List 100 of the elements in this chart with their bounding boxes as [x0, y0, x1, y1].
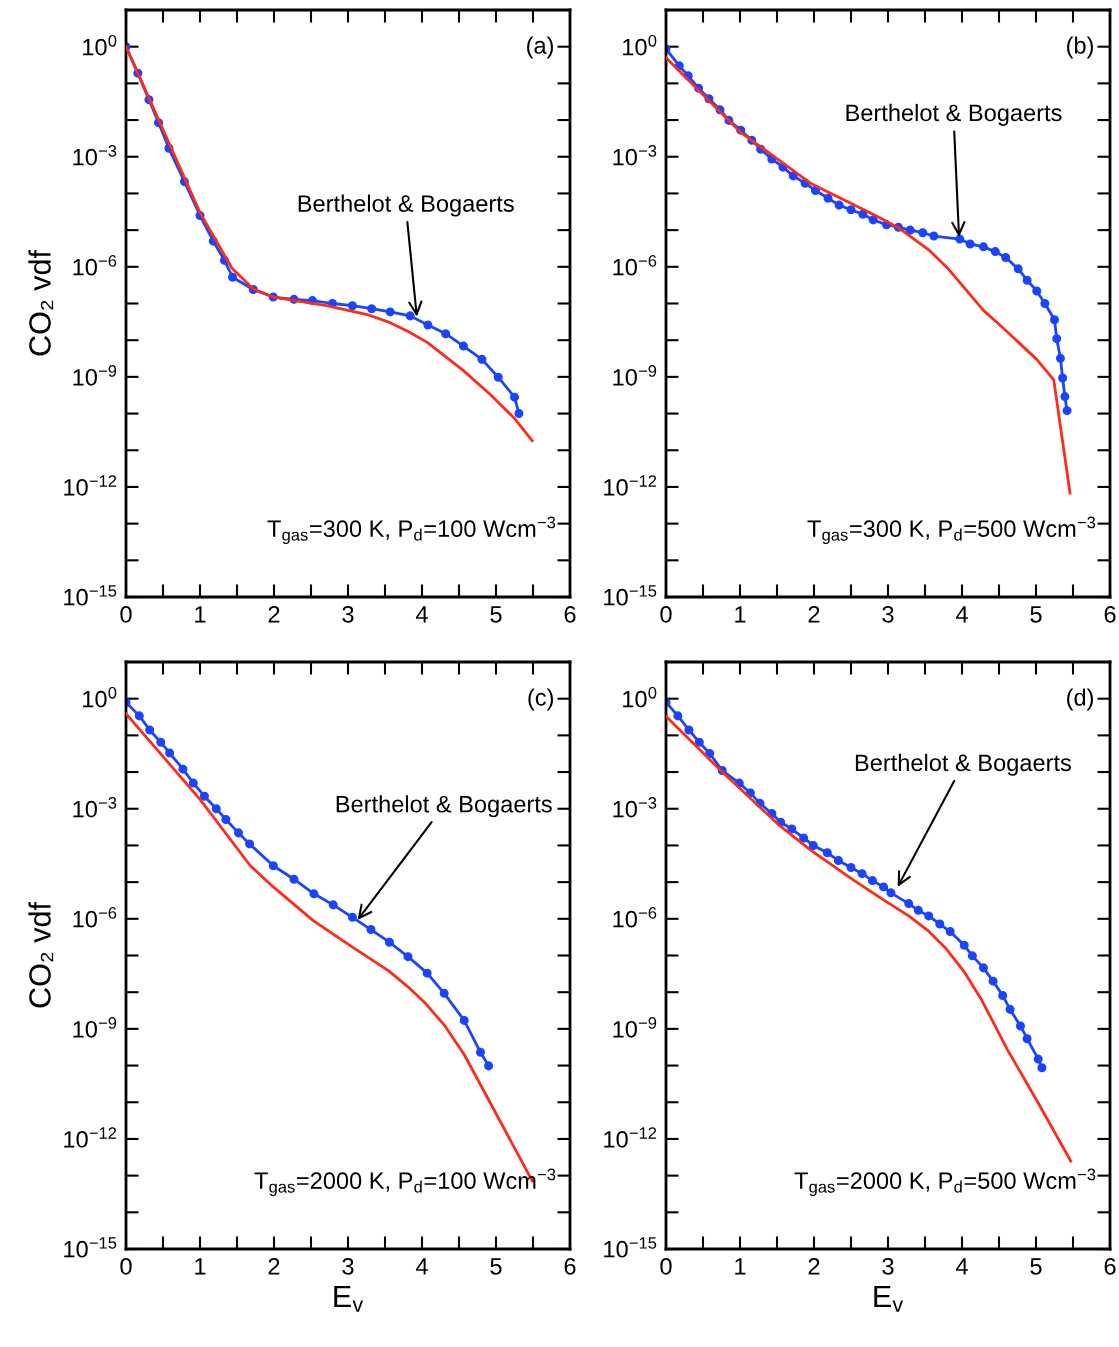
- point: [945, 927, 955, 937]
- point: [439, 988, 449, 998]
- point: [484, 1061, 494, 1071]
- point: [422, 968, 432, 978]
- x-tick-label: 0: [120, 1257, 132, 1275]
- point: [857, 869, 867, 879]
- y-tick-label: 10$^{0}$: [83, 34, 117, 56]
- point: [846, 863, 856, 873]
- x-tick-label: 5: [490, 606, 502, 623]
- point: [918, 228, 928, 238]
- y-tick-label: 10$^{−12}$: [604, 475, 657, 496]
- point: [1060, 392, 1070, 402]
- point: [385, 307, 395, 317]
- point: [1013, 264, 1023, 274]
- point: [694, 737, 704, 747]
- y-tick-label: 10$^{−9}$: [73, 1017, 117, 1038]
- point: [823, 193, 833, 203]
- y-tick-label: 10$^{−3}$: [613, 145, 657, 166]
- y-tick-label: 10$^{−9}$: [73, 365, 117, 386]
- y-tick-label: 10$^{−6}$: [73, 255, 117, 276]
- x-tick-label: 1: [735, 1258, 746, 1275]
- point: [1022, 1034, 1032, 1044]
- y-axis-title: CO₂ vdf: [28, 249, 54, 356]
- point: [1033, 1054, 1043, 1064]
- y-tick-label: 10$^{0}$: [83, 686, 117, 708]
- x-tick-label: 1: [735, 606, 746, 623]
- x-tick-label: 3: [882, 605, 894, 623]
- point: [309, 889, 319, 899]
- annotation: Berthelot & Bogaerts: [298, 194, 514, 217]
- x-tick-label: 4: [955, 606, 968, 623]
- y-tick-label: 10$^{−6}$: [73, 907, 117, 928]
- point: [221, 814, 231, 824]
- y-tick-label: 10$^{−15}$: [604, 585, 657, 606]
- point: [347, 912, 357, 922]
- point: [905, 225, 915, 235]
- point: [134, 711, 144, 721]
- point: [347, 301, 357, 311]
- point: [787, 824, 797, 834]
- point: [145, 725, 155, 735]
- point: [458, 341, 468, 351]
- point: [268, 861, 278, 871]
- point: [846, 205, 856, 215]
- annotation: (a): [527, 36, 553, 59]
- point: [808, 840, 818, 850]
- x-tick-label: 6: [1104, 605, 1116, 623]
- point: [967, 951, 977, 961]
- point: [833, 855, 843, 865]
- point: [289, 874, 299, 884]
- point: [965, 239, 975, 249]
- point: [403, 952, 413, 962]
- point: [477, 354, 487, 364]
- x-tick-label: 4: [955, 1258, 968, 1275]
- x-tick-label: 6: [1104, 1257, 1116, 1275]
- x-tick-label: 5: [1030, 1258, 1042, 1275]
- y-tick-label: 10$^{−6}$: [613, 907, 657, 928]
- point: [514, 409, 524, 419]
- x-tick-label: 6: [564, 1257, 576, 1275]
- point: [441, 329, 451, 339]
- x-axis-title: E$_{v}$: [874, 1285, 904, 1312]
- x-tick-label: 0: [660, 605, 672, 623]
- point: [509, 392, 520, 402]
- point: [165, 748, 175, 758]
- point: [799, 833, 809, 843]
- y-tick-label: 10$^{−6}$: [613, 255, 657, 276]
- y-tick-label: 10$^{0}$: [623, 686, 657, 708]
- point: [822, 848, 832, 858]
- x-tick-label: 0: [120, 605, 132, 623]
- point: [1005, 1004, 1015, 1014]
- annotation: (c): [528, 688, 553, 711]
- y-axis-title: CO₂ vdf: [28, 901, 54, 1008]
- y-tick-label: 10$^{−12}$: [64, 475, 117, 496]
- point: [1052, 334, 1062, 344]
- x-tick-label: 0: [660, 1257, 672, 1275]
- y-tick-label: 10$^{−12}$: [604, 1127, 657, 1148]
- point: [978, 963, 988, 973]
- point: [384, 937, 394, 947]
- x-tick-label: 4: [415, 1258, 428, 1275]
- point: [1032, 286, 1042, 296]
- y-tick-label: 10$^{−3}$: [73, 145, 117, 166]
- point: [245, 839, 255, 849]
- point: [475, 1047, 485, 1057]
- annotation: T$_{gas}$=2000 K, P$_{d}$=100 Wcm$^{−3}$: [254, 1168, 556, 1196]
- x-tick-label: 2: [808, 1257, 820, 1275]
- point: [493, 372, 503, 382]
- x-tick-label: 6: [564, 605, 576, 623]
- point: [188, 778, 198, 788]
- x-tick-label: 3: [342, 1257, 354, 1275]
- x-tick-label: 3: [342, 605, 354, 623]
- point: [1022, 275, 1032, 285]
- point: [858, 209, 868, 219]
- x-tick-label: 4: [415, 606, 428, 623]
- y-tick-label: 10$^{0}$: [623, 34, 657, 56]
- point: [367, 304, 377, 314]
- y-tick-label: 10$^{−15}$: [64, 1237, 117, 1258]
- y-tick-label: 10$^{−15}$: [604, 1237, 657, 1258]
- point: [988, 976, 998, 986]
- annotation: Berthelot & Bogaerts: [855, 753, 1071, 776]
- x-tick-label: 2: [268, 1257, 280, 1275]
- point: [810, 186, 820, 196]
- annotation: Berthelot & Bogaerts: [846, 103, 1062, 126]
